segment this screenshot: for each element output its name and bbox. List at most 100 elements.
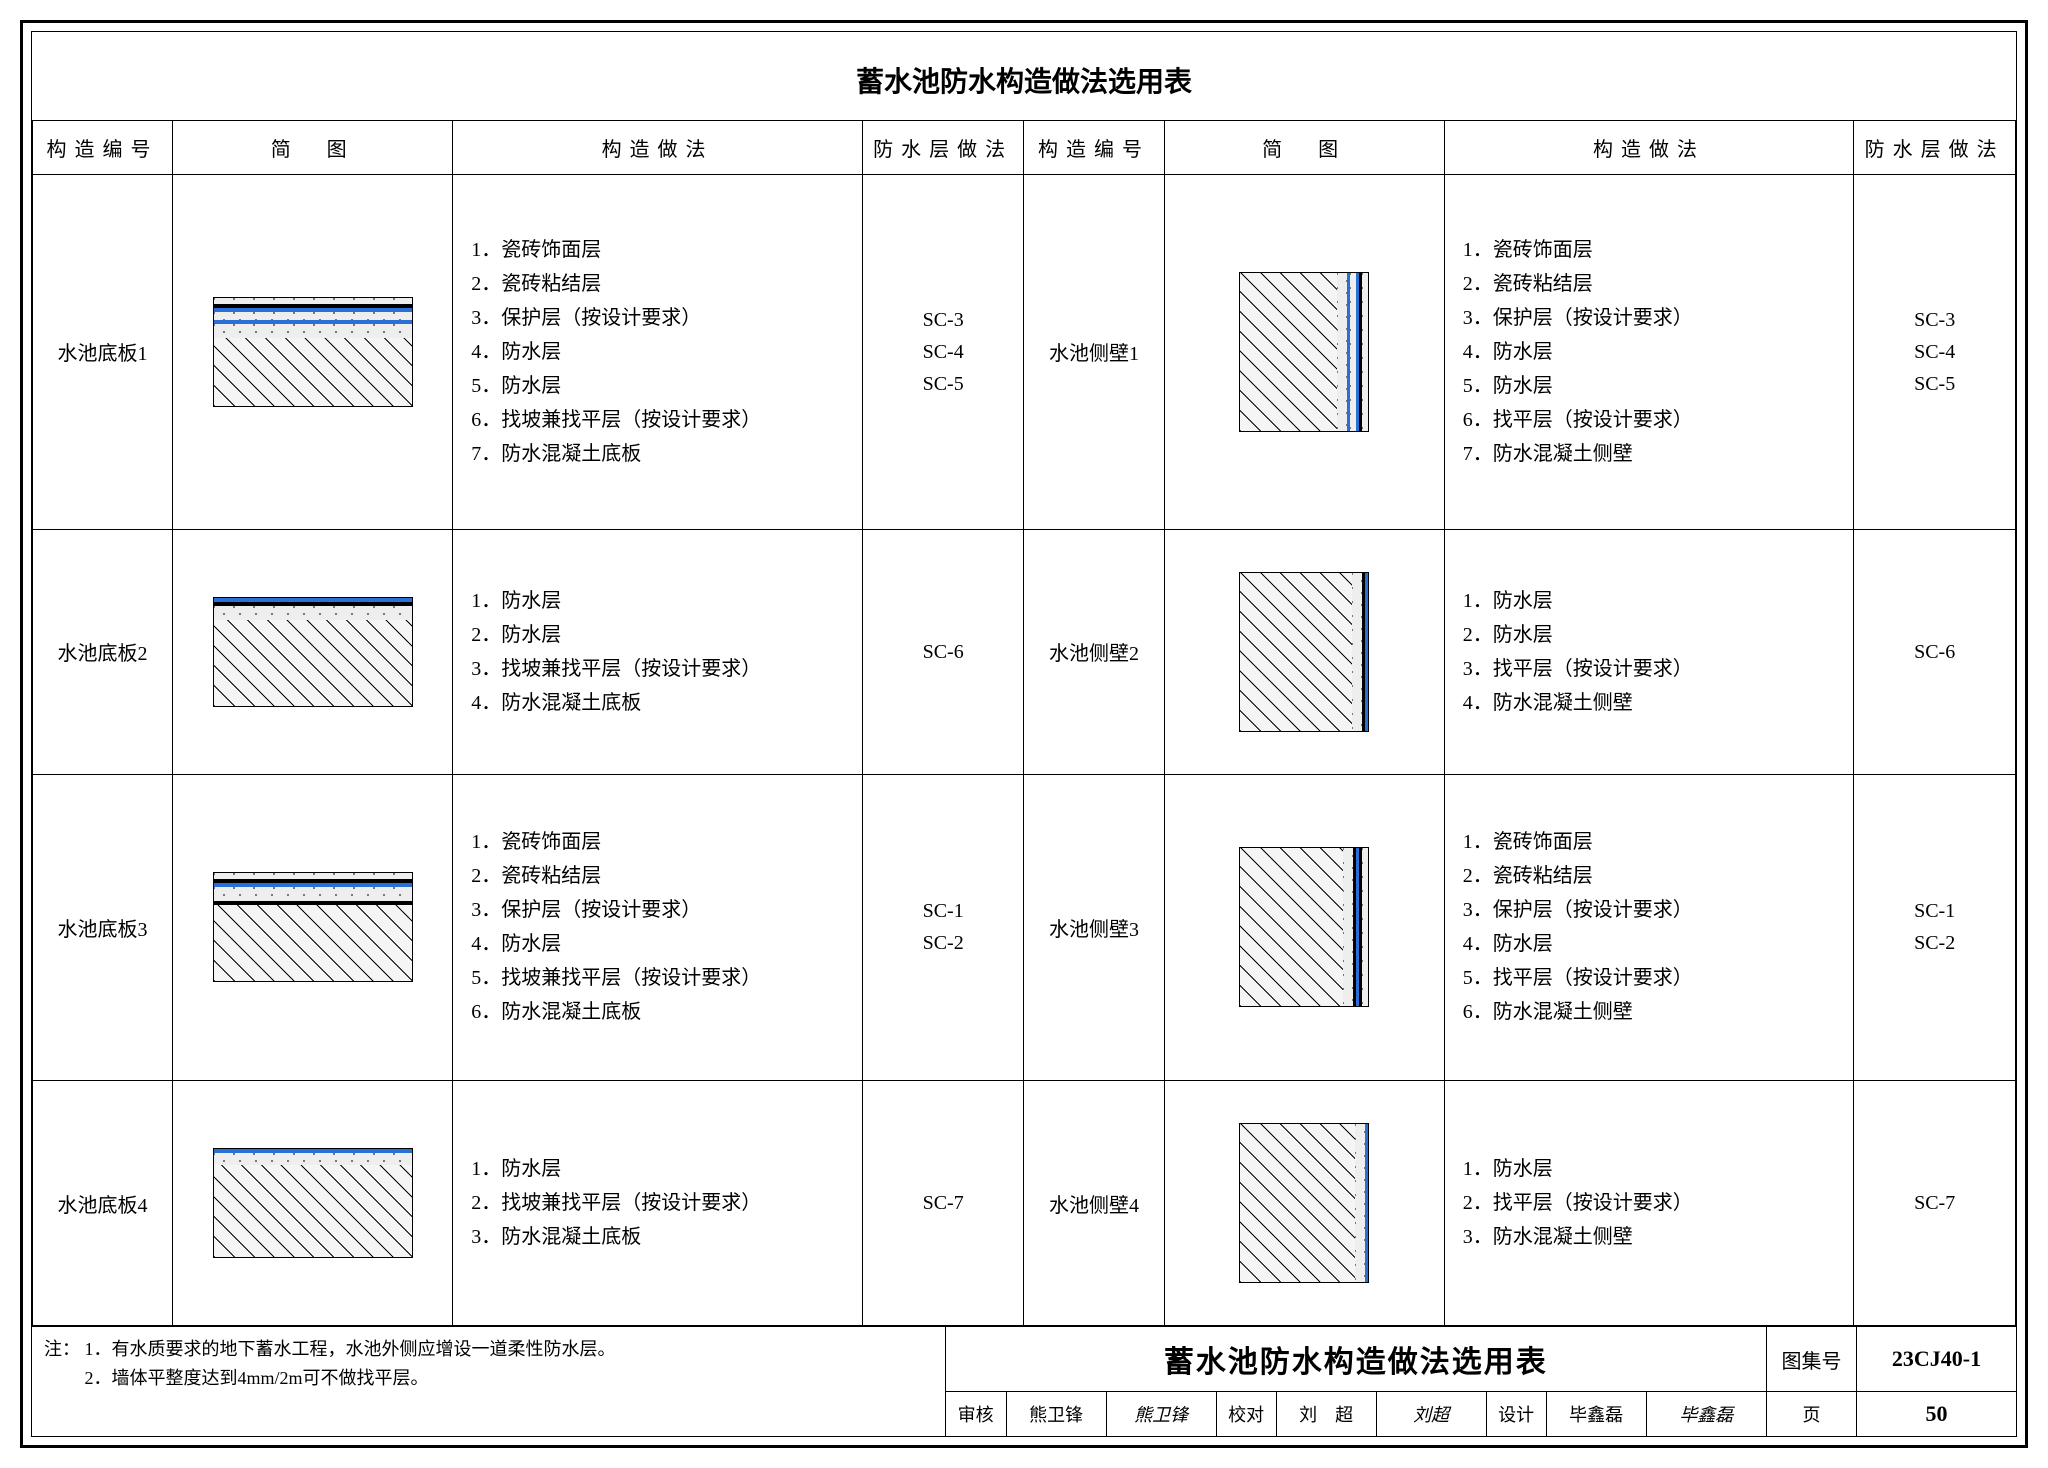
- layer-item: 7．防水混凝土底板: [471, 437, 852, 471]
- layer-item: 2．瓷砖粘结层: [471, 267, 852, 301]
- layer-item: 3．保护层（按设计要求）: [471, 893, 852, 927]
- waterproof-method: SC-7: [1854, 1081, 2016, 1326]
- section-diagram-vertical: [1239, 572, 1369, 732]
- col-header-construction-left: 构造做法: [453, 121, 863, 175]
- diagram-cell: [1164, 1081, 1444, 1326]
- layer-item: 3．保护层（按设计要求）: [1463, 893, 1844, 927]
- method-code: SC-2: [1864, 927, 2005, 959]
- layer-item: 1．防水层: [1463, 1152, 1844, 1186]
- section-diagram-horizontal: [213, 297, 413, 407]
- page-title: 蓄水池防水构造做法选用表: [32, 32, 2016, 120]
- selection-table: 构造编号 简 图 构造做法 防水层做法 构造编号 简 图 构造做法 防水层做法 …: [32, 120, 2016, 1326]
- waterproof-method: SC-1SC-2: [862, 774, 1024, 1081]
- layer-item: 4．防水混凝土底板: [471, 686, 852, 720]
- layer-item: 5．防水层: [471, 369, 852, 403]
- structure-id: 水池底板1: [33, 175, 173, 530]
- col-header-method-left: 防水层做法: [862, 121, 1024, 175]
- layer-item: 4．防水层: [471, 335, 852, 369]
- table-row: 水池底板2 1．防水层2．防水层3．找坡兼找平层（按设计要求）4．防水混凝土底板 S…: [33, 529, 2016, 774]
- layer-item: 2．防水层: [471, 618, 852, 652]
- layer-item: 3．找平层（按设计要求）: [1463, 652, 1844, 686]
- layer-item: 2．找坡兼找平层（按设计要求）: [471, 1186, 852, 1220]
- table-header-row: 构造编号 简 图 构造做法 防水层做法 构造编号 简 图 构造做法 防水层做法: [33, 121, 2016, 175]
- design-label: 设计: [1486, 1392, 1546, 1436]
- check-name: 刘 超: [1276, 1392, 1376, 1436]
- layer-item: 1．瓷砖饰面层: [471, 825, 852, 859]
- structure-id: 水池侧壁3: [1024, 774, 1164, 1081]
- diagram-cell: [1164, 175, 1444, 530]
- layer-item: 3．防水混凝土侧壁: [1463, 1220, 1844, 1254]
- layer-item: 6．找坡兼找平层（按设计要求）: [471, 403, 852, 437]
- layer-item: 2．防水层: [1463, 618, 1844, 652]
- notes-block: 注： 1．有水质要求的地下蓄水工程，水池外侧应增设一道柔性防水层。 注： 2．墙…: [32, 1327, 945, 1436]
- structure-id: 水池底板4: [33, 1081, 173, 1326]
- layer-item: 1．瓷砖饰面层: [1463, 825, 1844, 859]
- section-diagram-horizontal: [213, 872, 413, 982]
- diagram-cell: [1164, 774, 1444, 1081]
- layer-item: 4．防水层: [1463, 335, 1844, 369]
- layer-item: 3．保护层（按设计要求）: [1463, 301, 1844, 335]
- layer-item: 3．防水混凝土底板: [471, 1220, 852, 1254]
- inner-frame: 蓄水池防水构造做法选用表 构造编号 简 图 构造做法 防水层做法 构造编号 简 …: [31, 31, 2017, 1437]
- layer-item: 2．瓷砖粘结层: [1463, 267, 1844, 301]
- method-code: SC-3: [873, 304, 1014, 336]
- structure-id: 水池底板2: [33, 529, 173, 774]
- construction-layers: 1．瓷砖饰面层2．瓷砖粘结层3．保护层（按设计要求）4．防水层5．找坡兼找平层（…: [453, 774, 863, 1081]
- waterproof-method: SC-3SC-4SC-5: [1854, 175, 2016, 530]
- waterproof-method: SC-1SC-2: [1854, 774, 2016, 1081]
- page-number: 50: [1856, 1392, 2016, 1436]
- review-label: 审核: [946, 1392, 1006, 1436]
- method-code: SC-1: [1864, 895, 2005, 927]
- review-signature: 熊卫锋: [1106, 1392, 1216, 1436]
- section-diagram-horizontal: [213, 597, 413, 707]
- title-block: 蓄水池防水构造做法选用表 图集号 23CJ40-1 审核 熊卫锋 熊卫锋 校对 …: [945, 1327, 2016, 1436]
- method-code: SC-1: [873, 895, 1014, 927]
- layer-item: 6．防水混凝土侧壁: [1463, 995, 1844, 1029]
- col-header-method-right: 防水层做法: [1854, 121, 2016, 175]
- layer-item: 1．瓷砖饰面层: [1463, 233, 1844, 267]
- layer-item: 5．找坡兼找平层（按设计要求）: [471, 961, 852, 995]
- layer-item: 1．防水层: [471, 1152, 852, 1186]
- construction-layers: 1．瓷砖饰面层2．瓷砖粘结层3．保护层（按设计要求）4．防水层5．防水层6．找坡…: [453, 175, 863, 530]
- method-code: SC-5: [1864, 368, 2005, 400]
- method-code: SC-4: [873, 336, 1014, 368]
- diagram-cell: [173, 1081, 453, 1326]
- album-label: 图集号: [1766, 1327, 1856, 1391]
- col-header-id-left: 构造编号: [33, 121, 173, 175]
- layer-item: 5．找平层（按设计要求）: [1463, 961, 1844, 995]
- construction-layers: 1．防水层2．防水层3．找坡兼找平层（按设计要求）4．防水混凝土底板: [453, 529, 863, 774]
- method-code: SC-4: [1864, 336, 2005, 368]
- layer-item: 2．找平层（按设计要求）: [1463, 1186, 1844, 1220]
- check-label: 校对: [1216, 1392, 1276, 1436]
- table-row: 水池底板11．瓷砖饰面层2．瓷砖粘结层3．保护层（按设计要求）4．防水层5．防水…: [33, 175, 2016, 530]
- col-header-construction-right: 构造做法: [1444, 121, 1854, 175]
- notes-label: 注：: [44, 1339, 80, 1359]
- note-2: 2．墙体平整度达到4mm/2m可不做找平层。: [85, 1368, 429, 1388]
- construction-layers: 1．瓷砖饰面层2．瓷砖粘结层3．保护层（按设计要求）4．防水层5．防水层6．找平…: [1444, 175, 1854, 530]
- diagram-cell: [173, 175, 453, 530]
- structure-id: 水池侧壁4: [1024, 1081, 1164, 1326]
- layer-item: 4．防水混凝土侧壁: [1463, 686, 1844, 720]
- layer-item: 6．防水混凝土底板: [471, 995, 852, 1029]
- diagram-cell: [173, 529, 453, 774]
- titleblock-title: 蓄水池防水构造做法选用表: [946, 1327, 1766, 1391]
- waterproof-method: SC-3SC-4SC-5: [862, 175, 1024, 530]
- note-1: 1．有水质要求的地下蓄水工程，水池外侧应增设一道柔性防水层。: [85, 1339, 616, 1359]
- drawing-sheet: 蓄水池防水构造做法选用表 构造编号 简 图 构造做法 防水层做法 构造编号 简 …: [20, 20, 2028, 1448]
- section-diagram-horizontal: [213, 1148, 413, 1258]
- design-signature: 毕鑫磊: [1646, 1392, 1766, 1436]
- layer-item: 1．防水层: [471, 584, 852, 618]
- structure-id: 水池侧壁1: [1024, 175, 1164, 530]
- layer-item: 2．瓷砖粘结层: [471, 859, 852, 893]
- structure-id: 水池侧壁2: [1024, 529, 1164, 774]
- review-name: 熊卫锋: [1006, 1392, 1106, 1436]
- layer-item: 4．防水层: [1463, 927, 1844, 961]
- layer-item: 3．保护层（按设计要求）: [471, 301, 852, 335]
- structure-id: 水池底板3: [33, 774, 173, 1081]
- method-code: SC-5: [873, 368, 1014, 400]
- diagram-cell: [1164, 529, 1444, 774]
- table-row: 水池底板31．瓷砖饰面层2．瓷砖粘结层3．保护层（按设计要求）4．防水层5．找坡…: [33, 774, 2016, 1081]
- method-code: SC-6: [873, 636, 1014, 668]
- layer-item: 7．防水混凝土侧壁: [1463, 437, 1844, 471]
- check-signature: 刘超: [1376, 1392, 1486, 1436]
